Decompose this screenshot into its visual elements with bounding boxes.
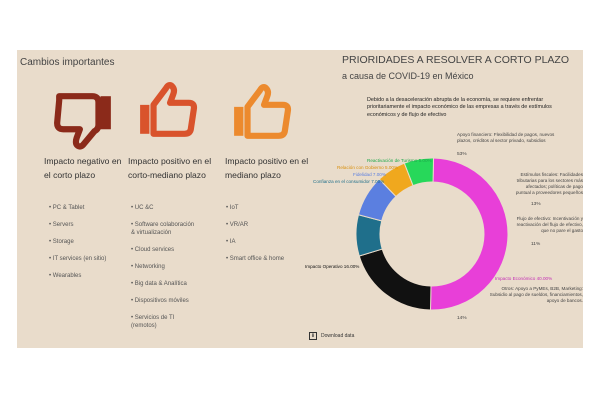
donut-slice-confianza-en-el-consumidor xyxy=(355,214,383,257)
annotation-estimulos-fiscales: Estímulos fiscales: Facilidades tributar… xyxy=(515,172,583,195)
list-positive-short-medium: • UC &C • Software colaboración & virtua… xyxy=(131,204,194,339)
left-title: Cambios importantes xyxy=(20,57,115,68)
annotation-otros-pct: 14% xyxy=(457,316,467,321)
donut-slice-impacto-operativo xyxy=(358,248,432,311)
download-data-link[interactable]: ⬇ Download data xyxy=(309,332,354,340)
chart-title: PRIORIDADES A RESOLVER A CORTO PLAZO xyxy=(342,54,569,66)
slice-label-impacto-operativo: Impacto Operativo 16.00% xyxy=(305,264,360,269)
annotation-estimulos-fiscales-pct: 13% xyxy=(531,202,541,207)
annotation-apoyo-financiero: Apoyo financiero: Flexibilidad de pagos,… xyxy=(457,132,555,143)
list-item: • IT services (en sitio) xyxy=(49,256,107,262)
chart-subtitle: a causa de COVID-19 en México xyxy=(342,71,474,81)
infographic-panel: Cambios importantes Impacto negativo en … xyxy=(17,50,583,348)
slice-label-fidelidad: Fidelidad 7.00% xyxy=(353,172,386,177)
list-item: • Servers xyxy=(49,222,74,228)
donut-chart xyxy=(355,157,509,311)
list-item: • PC & Tablet xyxy=(49,205,85,211)
list-negative: • PC & Tablet • Servers • Storage • IT s… xyxy=(49,204,106,289)
list-item: • Dispositivos móviles xyxy=(131,298,189,304)
list-item: • Servicios de TI (remotos) xyxy=(131,315,175,329)
slice-label-confianza: Confianza en el consumidor 7.00% xyxy=(313,179,385,184)
list-item: • Networking xyxy=(131,264,165,270)
annotation-flujo-efectivo: Flujo de efectivo: Incentivación y react… xyxy=(516,216,583,233)
heading-positive-medium: Impacto positivo en el mediano plazo xyxy=(225,156,309,180)
list-item: • VR/AR xyxy=(226,222,249,228)
annotation-otros: Otros: Apoyo a PyMEs, B2B, Marketing: Su… xyxy=(489,286,583,303)
list-item: • Smart office & home xyxy=(226,256,285,262)
list-positive-medium: • IoT • VR/AR • IA • Smart office & home xyxy=(226,204,284,272)
donut-slice-impacto-econ-mico xyxy=(429,157,509,311)
list-item: • IA xyxy=(226,239,236,245)
download-icon: ⬇ xyxy=(309,332,317,340)
thumbs-up-icon xyxy=(140,82,198,137)
list-item: • UC &C xyxy=(131,205,154,211)
intro-text: Debido a la desaceleración abrupta de la… xyxy=(367,97,552,118)
list-item: • Storage xyxy=(49,239,74,245)
download-label: Download data xyxy=(321,333,355,339)
list-item: • Big data & Analítica xyxy=(131,281,187,287)
annotation-apoyo-financiero-pct: 53% xyxy=(457,152,467,157)
heading-negative-short: Impacto negativo en el corto plazo xyxy=(44,156,122,180)
slice-label-gobierno: Relación con Gobierno 5.00% xyxy=(337,165,399,170)
list-item: • Software colaboración & virtualización xyxy=(131,222,195,236)
thumbs-up-icon xyxy=(234,84,292,139)
donut-slice-reactivaci-n-de-turismo xyxy=(403,157,435,187)
list-item: • IoT xyxy=(226,205,239,211)
list-item: • Wearables xyxy=(49,273,82,279)
annotation-flujo-efectivo-pct: 11% xyxy=(531,242,541,247)
list-item: • Cloud services xyxy=(131,247,175,253)
heading-positive-short-medium: Impacto positivo en el corto-mediano pla… xyxy=(128,156,212,180)
slice-label-turismo: Reactivación de Turismo 5.00% xyxy=(367,158,432,163)
thumbs-down-icon xyxy=(54,93,111,150)
slice-label-impacto-economico: Impacto Económico 40.00% xyxy=(495,276,553,281)
